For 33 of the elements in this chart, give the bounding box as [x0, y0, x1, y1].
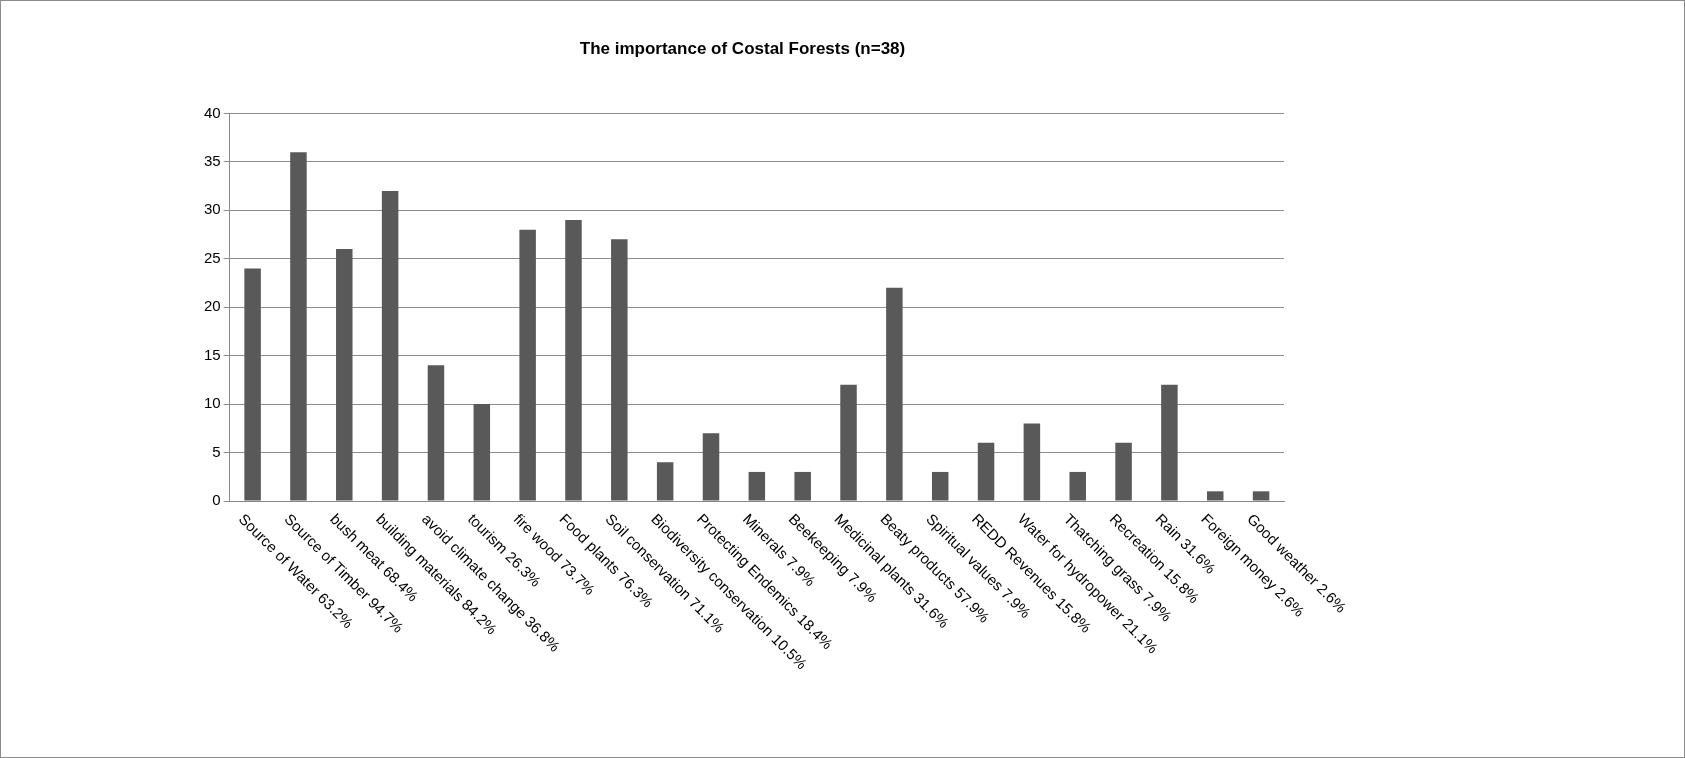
y-tick-label: 5 — [212, 442, 221, 460]
y-tick-label: 40 — [204, 103, 221, 121]
bar — [1023, 423, 1041, 501]
bar — [565, 219, 582, 501]
bar — [977, 442, 995, 501]
bar — [656, 462, 674, 501]
y-tick-label: 15 — [204, 345, 221, 363]
chart-title: The importance of Costal Forests (n=38) — [579, 38, 906, 58]
bar — [1115, 442, 1132, 501]
y-tick-label: 25 — [204, 248, 221, 266]
bar — [519, 229, 536, 501]
bar — [381, 190, 399, 501]
bar — [473, 404, 491, 501]
bar — [611, 239, 628, 501]
bar — [1252, 491, 1270, 501]
bar — [886, 287, 903, 501]
bar — [244, 268, 261, 501]
bar — [1069, 471, 1086, 501]
bar — [1206, 491, 1224, 501]
y-tick-label: 0 — [212, 491, 221, 509]
bar — [290, 152, 307, 501]
bar — [794, 471, 811, 501]
bar — [427, 365, 445, 501]
y-tick-label: 20 — [204, 297, 221, 315]
bar — [840, 384, 857, 501]
bar — [1161, 384, 1178, 501]
bar — [748, 471, 766, 501]
y-tick-label: 10 — [204, 394, 221, 412]
bar — [336, 249, 353, 501]
bar — [931, 471, 949, 501]
y-tick-label: 30 — [204, 200, 221, 218]
bar — [702, 433, 720, 501]
y-tick-label: 35 — [204, 151, 221, 169]
